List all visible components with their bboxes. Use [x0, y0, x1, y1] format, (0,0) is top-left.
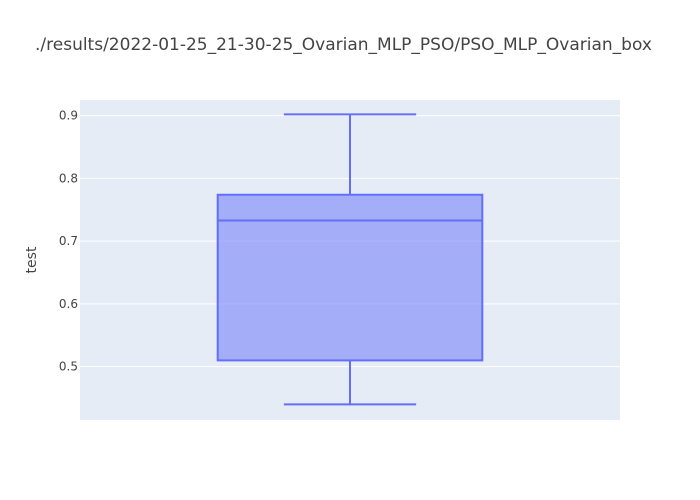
y-tick-label: 0.7 — [59, 234, 78, 248]
y-tick-label: 0.6 — [59, 297, 78, 311]
iqr-box — [216, 193, 484, 362]
box-series — [216, 113, 484, 406]
chart-title: ./results/2022-01-25_21-30-25_Ovarian_ML… — [35, 35, 652, 55]
y-axis-title: test — [24, 246, 40, 273]
y-tick-label: 0.8 — [59, 171, 78, 185]
y-tick-label: 0.5 — [59, 360, 78, 374]
y-tick-label: 0.9 — [59, 109, 78, 123]
y-axis-ticks: 0.5 0.6 0.7 0.8 0.9 — [59, 109, 78, 374]
